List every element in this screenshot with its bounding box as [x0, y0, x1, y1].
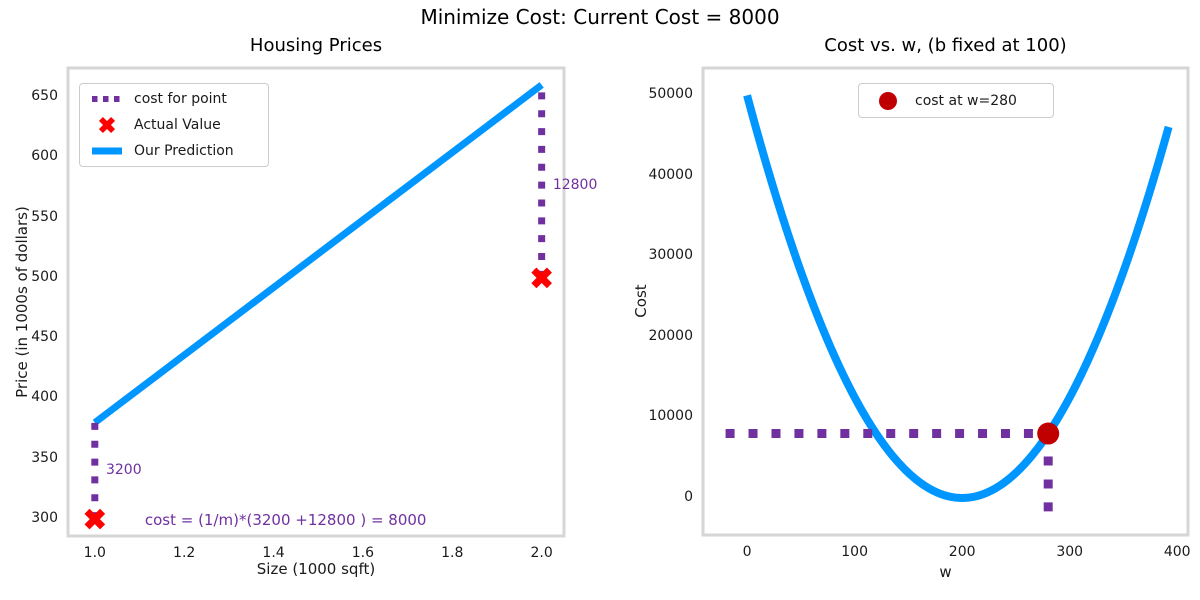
y-tick-label: 40000 — [648, 166, 693, 183]
legend-item-cost-for-point: cost for point — [90, 88, 268, 110]
circle-marker-icon — [871, 91, 905, 111]
legend-item-actual-value: Actual Value — [90, 114, 268, 136]
housing-x-axis-label: Size (1000 sqft) — [256, 560, 376, 578]
y-tick-label: 600 — [31, 148, 58, 165]
annotation-text: 3200 — [105, 461, 142, 478]
x-tick-label: 200 — [948, 544, 976, 560]
figure-title: Minimize Cost: Current Cost = 8000 — [420, 5, 780, 29]
x-tick-label: 1.6 — [351, 545, 375, 561]
x-tick-label: 400 — [1163, 544, 1191, 560]
y-tick-label: 400 — [31, 389, 58, 406]
housing-plot-title: Housing Prices — [249, 35, 383, 56]
annotation-text: cost = (1/m)*(3200 +12800 ) = 8000 — [144, 511, 427, 530]
x-tick-label: 300 — [1056, 544, 1084, 560]
thick-line-icon — [90, 147, 124, 155]
y-tick-label: 300 — [31, 510, 58, 527]
x-tick-label: 1.0 — [83, 545, 106, 561]
y-tick-label: 650 — [31, 87, 58, 104]
cost-series — [725, 94, 1173, 520]
cost-plot-area — [701, 66, 1190, 537]
y-tick-label: 30000 — [648, 247, 693, 264]
y-tick-label: 500 — [31, 268, 58, 285]
y-tick-label: 550 — [31, 208, 58, 225]
annotation-text: 12800 — [552, 177, 598, 193]
x-tick-label: 1.8 — [441, 545, 464, 561]
x-marker-icon — [90, 114, 124, 136]
cost-point-dot — [1037, 422, 1060, 445]
prediction-line — [92, 82, 544, 426]
x-tick-label: 1.4 — [262, 545, 285, 561]
y-tick-label: 450 — [31, 329, 58, 346]
actual-value-x-marker — [531, 267, 552, 289]
y-tick-label: 10000 — [648, 408, 693, 425]
legend-label: cost for point — [134, 91, 227, 107]
x-tick-label: 100 — [841, 544, 868, 560]
y-tick-label: 50000 — [648, 86, 693, 103]
x-tick-label: 1.2 — [173, 545, 196, 561]
x-tick-label: 0 — [742, 544, 752, 560]
dotted-line-icon — [90, 95, 124, 103]
housing-legend: cost for point Actual Value Our Predicti… — [79, 83, 269, 167]
y-tick-label: 20000 — [648, 327, 693, 344]
cost-plot-title: Cost vs. w, (b fixed at 100) — [824, 35, 1067, 56]
cost-legend: cost at w=280 — [858, 83, 1054, 118]
y-tick-label: 0 — [684, 488, 693, 505]
cost-curve — [743, 94, 1173, 502]
legend-item-cost-at-w: cost at w=280 — [871, 90, 1053, 112]
legend-item-our-prediction: Our Prediction — [90, 140, 268, 162]
cost-x-axis-label: w — [939, 563, 952, 581]
legend-label: Actual Value — [134, 117, 221, 133]
actual-value-x-marker — [84, 508, 106, 530]
y-tick-label: 350 — [31, 449, 58, 466]
housing-series — [84, 82, 552, 530]
x-tick-label: 2.0 — [530, 545, 553, 561]
legend-label: cost at w=280 — [915, 92, 1017, 109]
legend-label: Our Prediction — [134, 143, 234, 159]
